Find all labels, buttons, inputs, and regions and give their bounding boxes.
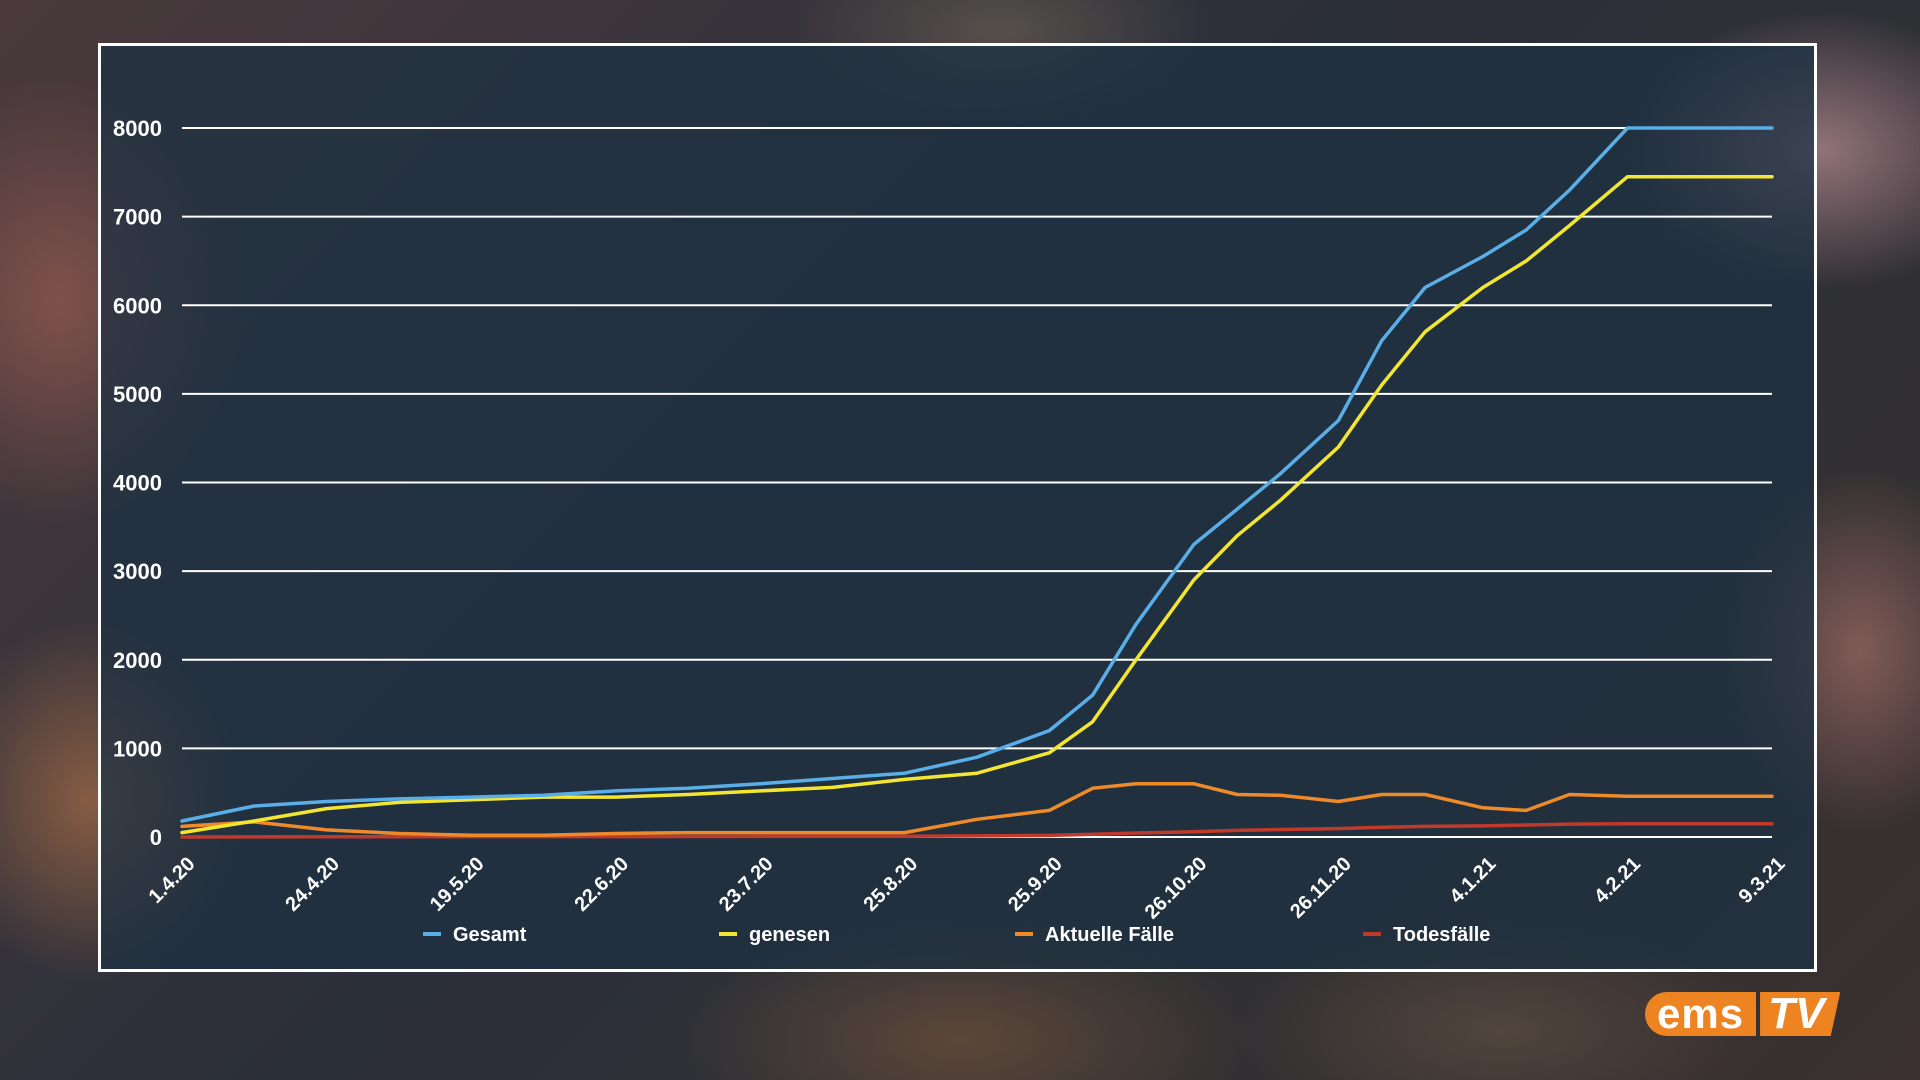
chart-panel: 0 1000 2000 3000 4000 5000 6000 7000 8000 1.4.20 2… [98,43,1817,972]
y-tick-label-1000: 1000 [113,736,162,761]
x-tick-label-2: 19.5.20 [426,853,489,916]
legend-label-3: Todesfälle [1393,924,1490,946]
logo-text-ems: ems [1645,992,1757,1036]
series-line-1 [180,174,1774,835]
x-tick-label-7: 26.10.20 [1141,853,1212,924]
x-tick-label-1: 24.4.20 [281,853,344,916]
y-tick-label-8000: 8000 [113,116,162,141]
ems-tv-logo: ems TV [1645,992,1841,1036]
y-tick-label-5000: 5000 [113,382,162,407]
x-tick-label-0: 1.4.20 [145,853,200,908]
y-tick-label-6000: 6000 [113,293,162,318]
x-tick-label-3: 22.6.20 [570,853,633,916]
y-tick-label-0: 0 [150,825,162,850]
x-tick-label-11: 9.3.21 [1735,853,1790,908]
legend-label-2: Aktuelle Fälle [1045,924,1174,946]
series-line-2 [180,782,1774,837]
logo-text-tv: TV [1760,992,1841,1036]
x-tick-label-4: 23.7.20 [715,853,778,916]
x-tick-label-6: 25.9.20 [1004,853,1067,916]
y-tick-label-3000: 3000 [113,559,162,584]
x-tick-label-8: 26.11.20 [1286,853,1356,923]
series-line-0 [180,126,1774,823]
legend-label-0: Gesamt [453,924,527,946]
y-tick-label-7000: 7000 [113,205,162,230]
y-tick-label-2000: 2000 [113,648,162,673]
x-tick-label-9: 4.1.21 [1446,853,1501,908]
legend-label-1: genesen [749,924,830,946]
line-chart: 0 1000 2000 3000 4000 5000 6000 7000 8000 1.4.20 2… [113,116,1790,946]
x-tick-label-5: 25.8.20 [860,853,923,916]
x-tick-label-10: 4.2.21 [1590,853,1645,908]
y-tick-label-4000: 4000 [113,471,162,496]
